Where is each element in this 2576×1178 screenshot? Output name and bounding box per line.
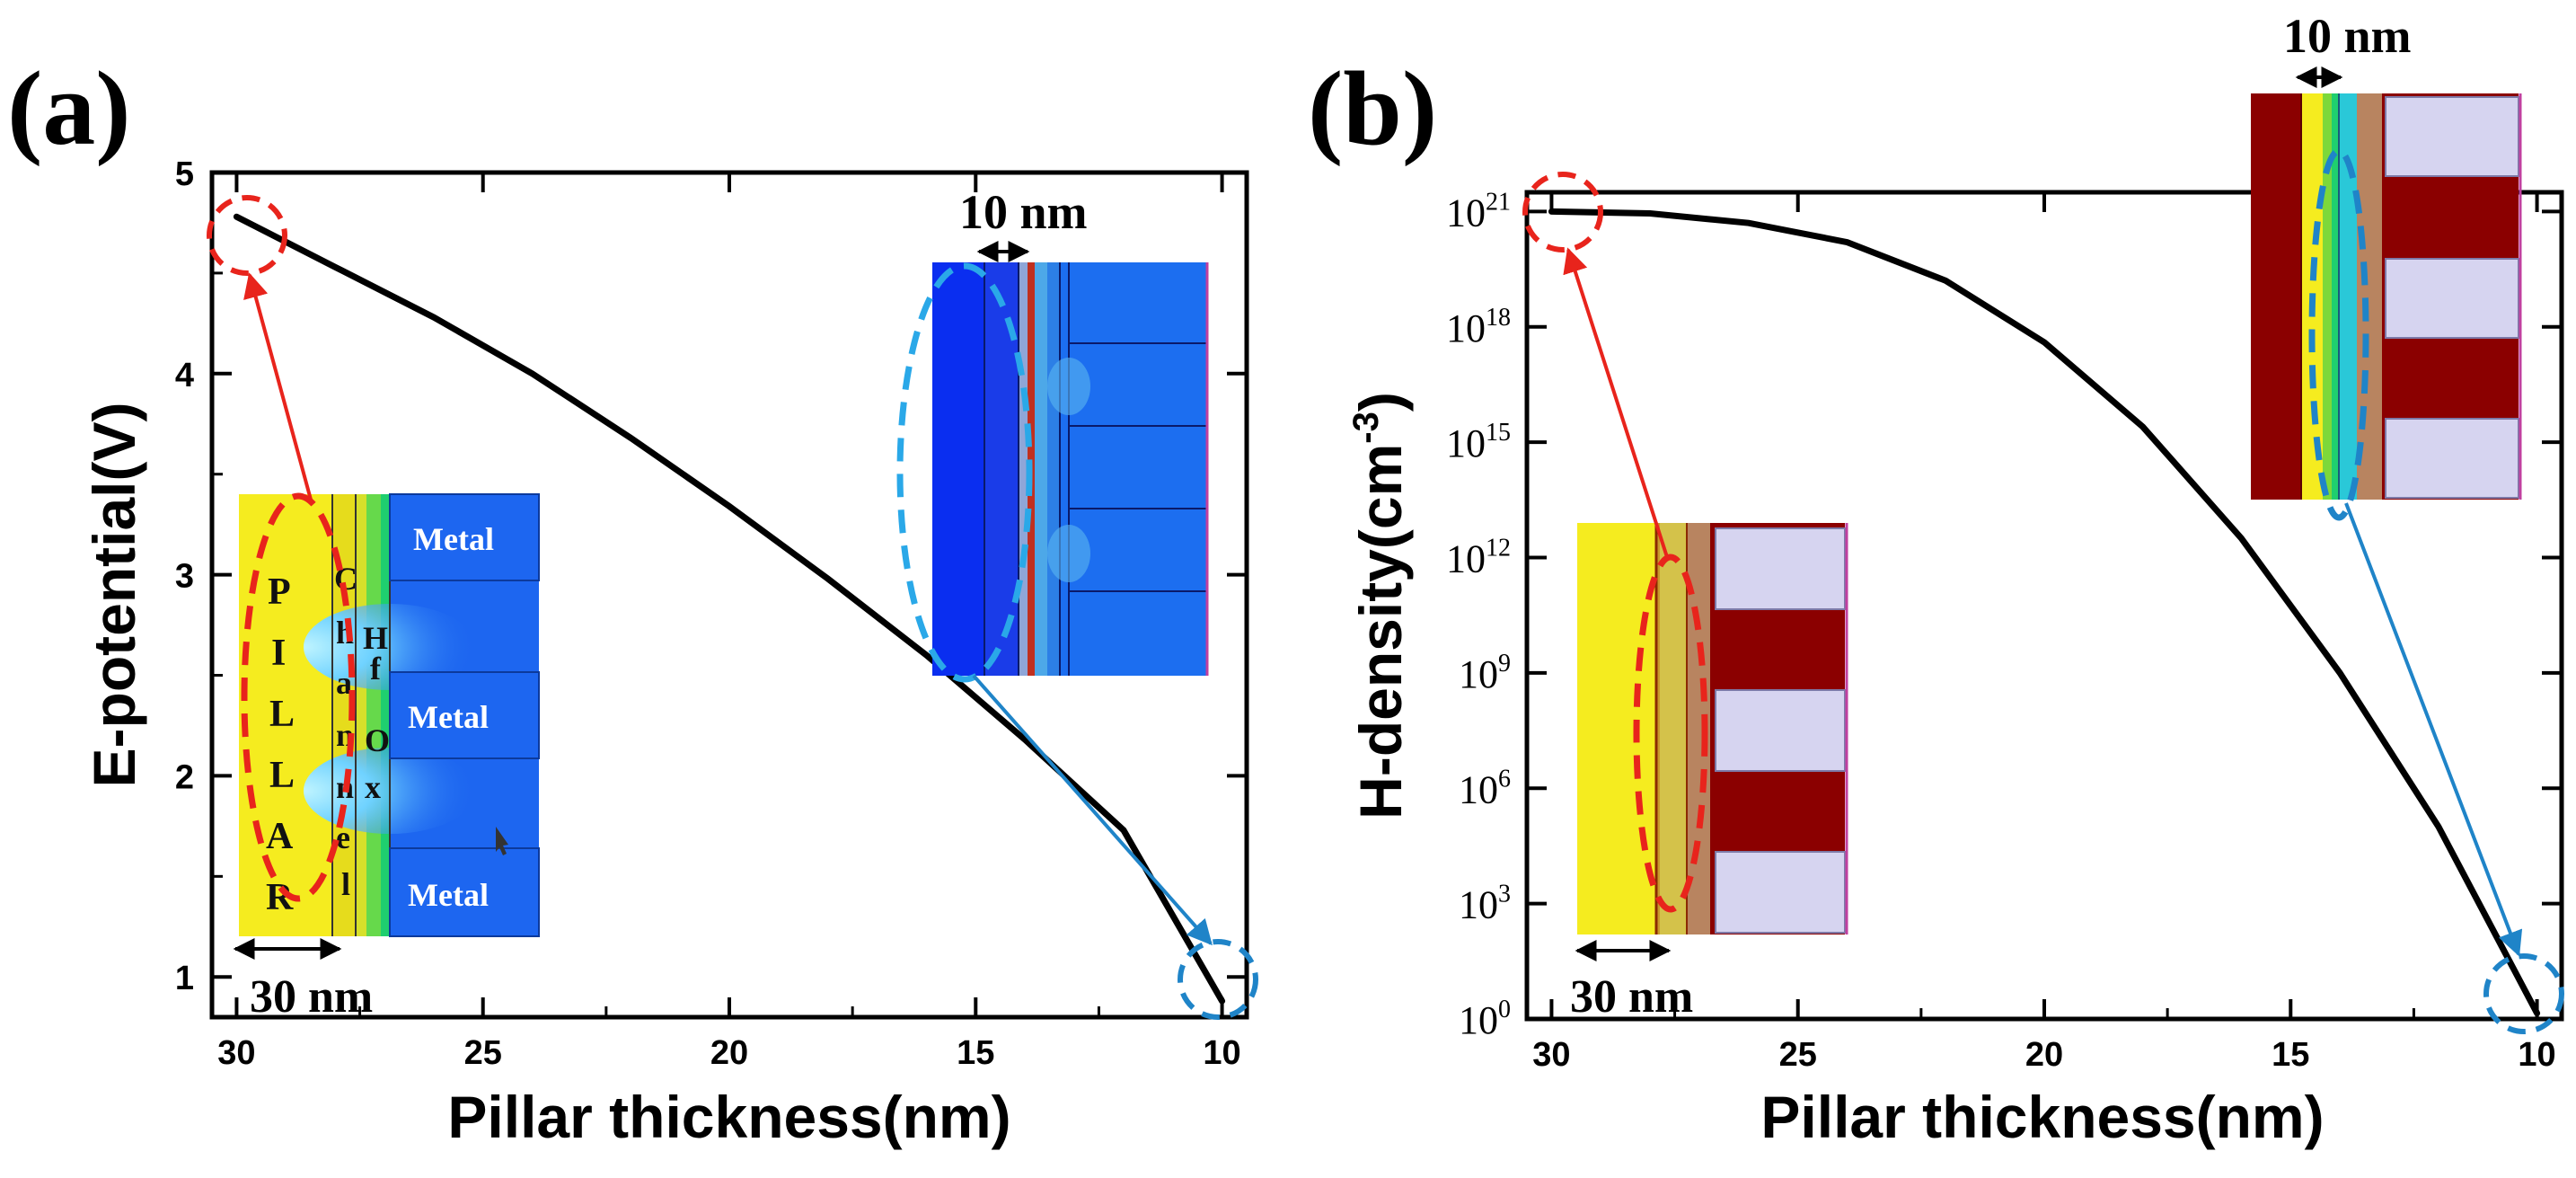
x-tick-label-b: 15	[2272, 1036, 2309, 1074]
scale-label-10nm-b: 10 nm	[2283, 9, 2412, 63]
panel-b-label: (b)	[1308, 49, 1437, 167]
x-tick-label-a: 25	[464, 1034, 502, 1072]
x-tick-labels-b: 30 25 20 15 10	[1532, 1036, 2555, 1074]
oxide-letter-4: x	[365, 769, 381, 805]
y-axis-title-b: H-density(cm-3)	[1346, 392, 1414, 819]
oxide-letter-2: f	[370, 651, 382, 686]
y-ticks-a	[212, 171, 1247, 979]
x-tick-label-a: 15	[957, 1034, 994, 1072]
red-arrow-a	[243, 272, 313, 500]
pillar-highlight-ellipse	[241, 492, 356, 902]
y-tick-labels-a: 1 2 3 4 5	[175, 155, 194, 997]
x-tick-label-b: 10	[2518, 1036, 2555, 1074]
channel-letter-6: e	[336, 819, 350, 855]
y-tick-label-b: 1021	[1446, 188, 1511, 235]
y-tick-label-b: 109	[1459, 650, 1511, 696]
x-tick-label-b: 20	[2025, 1036, 2063, 1074]
x-tick-label-b: 25	[1779, 1036, 1817, 1074]
x-axis-title-a: Pillar thickness(nm)	[447, 1084, 1010, 1150]
channel-highlight-ellipse-b	[2308, 147, 2369, 521]
pillar-letter-4: L	[269, 755, 295, 796]
blue-arrow-b	[2344, 502, 2523, 957]
y-ticks-b	[1527, 209, 2562, 1021]
x-tick-label-a: 10	[1203, 1034, 1240, 1072]
cursor-icon	[496, 827, 508, 855]
panel-b: (b) 30 25 20 15 10 1001031061091012101510181…	[1308, 9, 2564, 1150]
scale-label-30nm-b: 30 nm	[1570, 971, 1693, 1023]
channel-letter-3: a	[336, 665, 352, 701]
inset-right-b: 10 nm	[2251, 9, 2522, 521]
pillar-letter-5: A	[266, 816, 294, 857]
y-tick-label-b: 1018	[1446, 304, 1511, 350]
metal-label-1: Metal	[413, 521, 494, 557]
oxide-letter-3: O	[365, 722, 390, 758]
y-tick-label-b: 103	[1459, 881, 1511, 927]
panel-a-label: (a)	[7, 49, 131, 167]
y-axis-title-b-sup: -3	[1346, 412, 1386, 444]
y-axis-title-b-text: H-density(cm	[1347, 444, 1414, 819]
panel-a: (a) 30 25 20 15 10 1 2 3 4 5 Pillar thickness(nm…	[7, 49, 1258, 1150]
x-tick-label-a: 20	[710, 1034, 748, 1072]
metal-label-3: Metal	[408, 877, 489, 913]
y-tick-label-a: 2	[175, 758, 194, 796]
inset-right-a: 10 nm	[896, 185, 1209, 683]
x-tick-labels-a: 30 25 20 15 10	[217, 1034, 1240, 1072]
x-tick-label-a: 30	[217, 1034, 255, 1072]
y-tick-label-a: 5	[175, 155, 194, 193]
start-marker-b	[1522, 172, 1603, 252]
y-axis-title-b-close: )	[1347, 392, 1414, 412]
y-tick-label-a: 1	[175, 960, 194, 997]
y-axis-title-a: E-potential(V)	[81, 403, 147, 788]
y-tick-label-b: 1012	[1446, 535, 1511, 581]
metal-label-2: Metal	[408, 699, 489, 735]
end-marker-b	[2483, 953, 2564, 1034]
y-tick-label-a: 4	[175, 357, 194, 394]
red-arrow-b	[1563, 247, 1669, 558]
y-tick-label-a: 3	[175, 558, 194, 596]
end-marker-a	[1178, 939, 1258, 1020]
pillar-highlight-ellipse-b	[1633, 554, 1708, 913]
y-tick-label-b: 1015	[1446, 419, 1511, 465]
scale-label-30nm-a: 30 nm	[250, 971, 373, 1023]
channel-letter-7: l	[341, 866, 350, 902]
pillar-letter-1: P	[268, 571, 291, 613]
scale-label-10nm-a: 10 nm	[959, 185, 1088, 239]
y-tick-label-b: 106	[1459, 765, 1511, 811]
inset-left-b: 30 nm	[1570, 523, 1848, 1023]
pillar-letter-3: L	[269, 694, 295, 735]
x-tick-label-b: 30	[1532, 1036, 1570, 1074]
oxide-letter-1: H	[363, 620, 388, 656]
series-line-b	[1548, 208, 2541, 1017]
y-tick-labels-b: 100 103 106 109 1012 1015 1018 1021	[1446, 188, 1511, 1042]
inset-left-a: Metal Metal Metal P I L L A R C h a n n …	[233, 492, 540, 1023]
channel-highlight-ellipse-a	[896, 262, 1033, 683]
y-tick-label-b: 100	[1459, 996, 1511, 1042]
x-axis-title-b: Pillar thickness(nm)	[1760, 1084, 2324, 1150]
blue-arrow-a	[972, 674, 1213, 946]
pillar-letter-2: I	[271, 633, 286, 674]
